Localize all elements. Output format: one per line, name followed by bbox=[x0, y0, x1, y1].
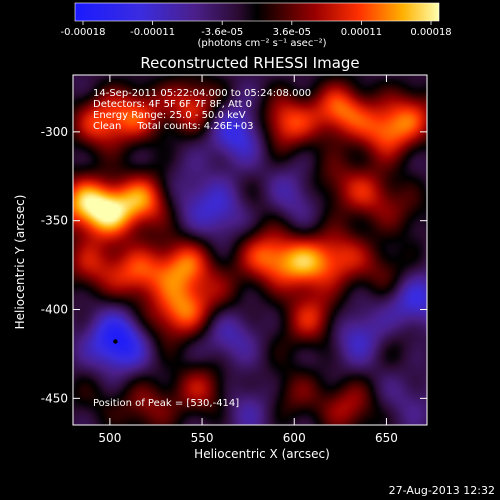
colorbar-tick-label: 0.00018 bbox=[410, 27, 451, 38]
annotation-clean: Clean Total counts: 4.26E+03 bbox=[93, 121, 253, 132]
colorbar-ticks: -0.00018 -0.00011 -3.6e-05 3.6e-05 0.00011 0.… bbox=[61, 21, 452, 38]
footer-timestamp: 27-Aug-2013 12:32 bbox=[389, 484, 495, 497]
heatmap-image bbox=[73, 75, 427, 425]
y-axis: -300 -350 -400 -450 bbox=[41, 125, 427, 405]
y-tick-label: -400 bbox=[41, 303, 68, 317]
x-axis-label: Heliocentric X (arcsec) bbox=[194, 447, 330, 461]
colorbar-unit-label: (photons cm⁻² s⁻¹ asec⁻²) bbox=[197, 38, 326, 49]
y-tick-label: -350 bbox=[41, 214, 68, 228]
y-tick-label: -450 bbox=[41, 391, 68, 405]
annotation-time-range: 14-Sep-2011 05:22:04.000 to 05:24:08.000 bbox=[93, 88, 311, 99]
colorbar bbox=[74, 2, 440, 22]
annotation-detectors: Detectors: 4F 5F 6F 7F 8F, Att 0 bbox=[93, 99, 252, 110]
colorbar-tick-label: 3.6e-05 bbox=[273, 27, 311, 38]
peak-position-label: Position of Peak = [530,-414] bbox=[93, 398, 239, 409]
colorbar-tick-label: -0.00011 bbox=[130, 27, 175, 38]
x-axis: 500 550 600 650 bbox=[98, 75, 398, 445]
colorbar-tick-label: -0.00018 bbox=[61, 27, 106, 38]
plot-area bbox=[72, 74, 428, 426]
y-axis-label: Heliocentric Y (arcsec) bbox=[13, 195, 27, 330]
x-tick-label: 600 bbox=[283, 431, 306, 445]
x-tick-label: 500 bbox=[98, 431, 121, 445]
annotation-block: 14-Sep-2011 05:22:04.000 to 05:24:08.000… bbox=[93, 88, 311, 132]
x-tick-label: 650 bbox=[375, 431, 398, 445]
annotation-energy: Energy Range: 25.0 - 50.0 keV bbox=[93, 110, 246, 121]
x-tick-label: 550 bbox=[191, 431, 214, 445]
colorbar-tick-label: 0.00011 bbox=[341, 27, 382, 38]
peak-marker bbox=[113, 339, 118, 344]
chart-title: Reconstructed RHESSI Image bbox=[140, 54, 359, 72]
colorbar-tick-label: -3.6e-05 bbox=[201, 27, 243, 38]
y-tick-label: -300 bbox=[41, 125, 68, 139]
